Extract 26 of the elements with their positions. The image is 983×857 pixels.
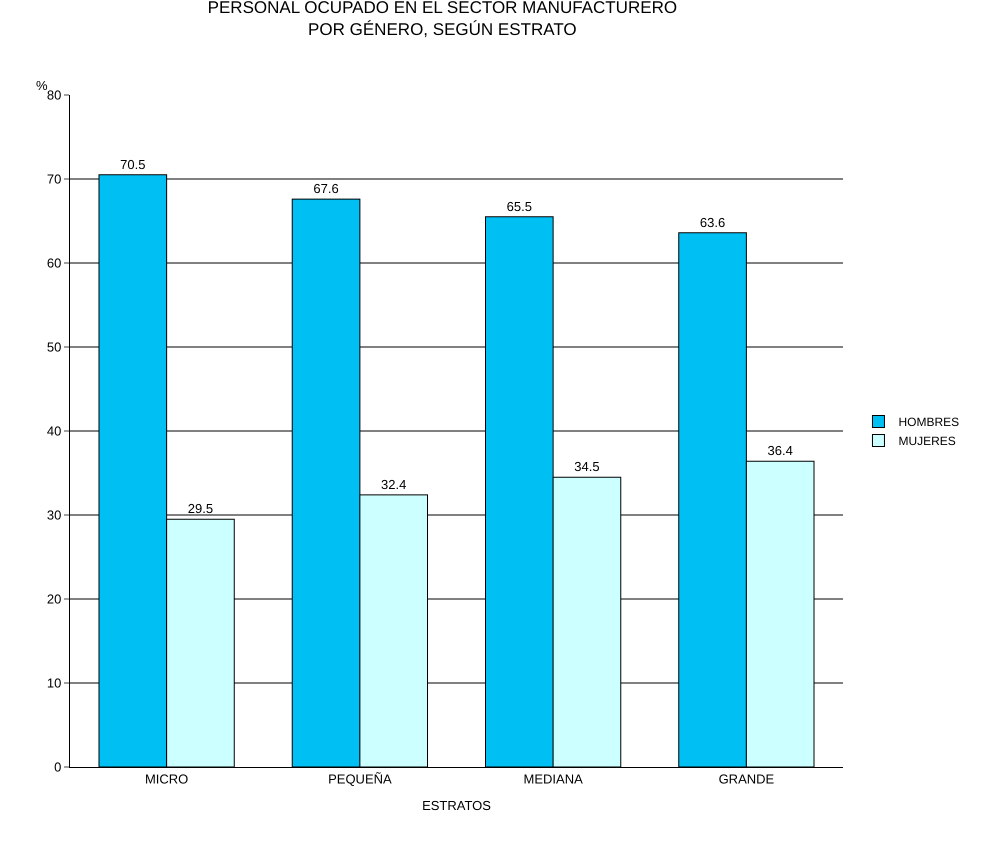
- data-label: 32.4: [381, 476, 406, 492]
- y-tick-label: 20: [46, 592, 62, 607]
- data-label: 29.5: [188, 501, 214, 516]
- y-tick-label: 50: [46, 340, 62, 355]
- x-tick-label: GRANDE: [718, 772, 775, 787]
- data-label: 34.5: [574, 459, 600, 474]
- y-tick-label: 80: [46, 88, 62, 103]
- legend-label: HOMBRES: [898, 415, 960, 430]
- y-tick-label: 30: [46, 508, 62, 523]
- data-label: 65.5: [506, 198, 532, 214]
- y-tick-label: 0: [54, 760, 62, 775]
- x-tick-label: PEQUEÑA: [328, 772, 392, 787]
- x-tick-label: MEDIANA: [524, 772, 584, 787]
- data-label: 63.6: [700, 214, 726, 230]
- chart-title: PERSONAL OCUPADO EN EL SECTOR MANUFACTURERO POR GÉNERO, SEGÚN ESTRATO: [208, 0, 678, 39]
- x-tick-label: MICRO: [144, 772, 188, 787]
- data-label: 36.4: [768, 443, 793, 458]
- data-label: 67.6: [313, 181, 339, 196]
- y-axis-title: %: [36, 78, 48, 93]
- data-label: 70.5: [120, 156, 146, 172]
- y-tick-label: 40: [46, 424, 62, 439]
- y-tick-label: 70: [46, 172, 62, 187]
- x-axis-title: ESTRATOS: [422, 798, 492, 814]
- y-tick-label: 60: [46, 256, 62, 271]
- y-tick-label: 10: [46, 676, 62, 691]
- legend-label: MUJERES: [898, 434, 956, 448]
